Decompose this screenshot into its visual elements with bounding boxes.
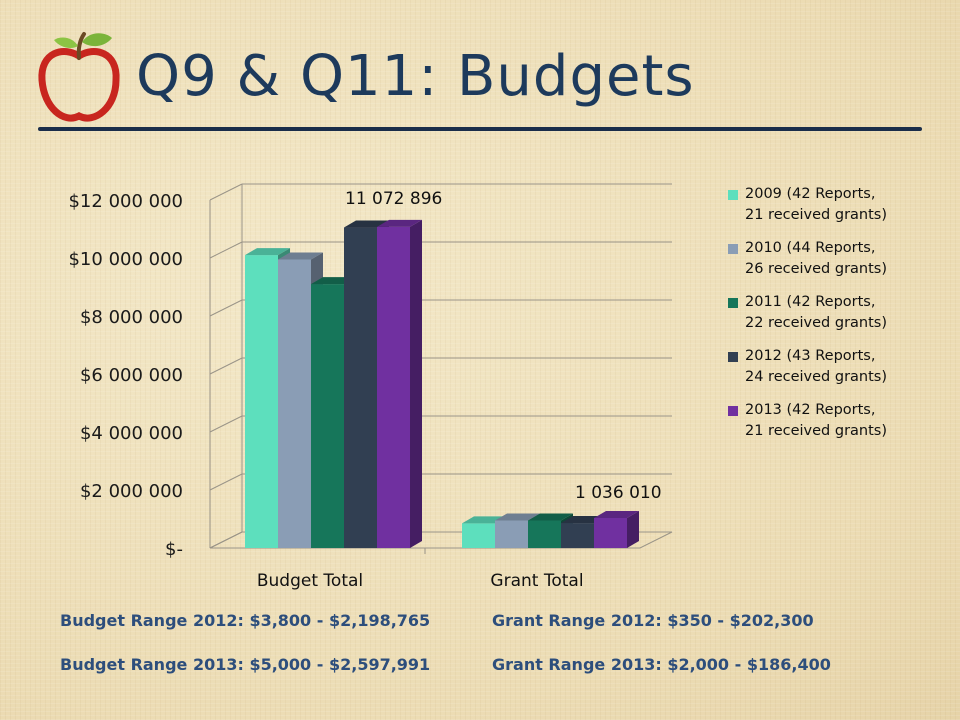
legend-item: 2012 (43 Reports, 24 received grants) [728,348,887,385]
bar-top [377,219,422,227]
y-tick-label: $- [165,539,183,560]
legend-label: 2013 (42 Reports, 21 received grants) [745,402,887,439]
bar-top [278,252,323,260]
bar-front [495,520,528,548]
bar-front [462,523,495,548]
legend-swatch [728,406,738,416]
bar-top [344,220,389,228]
y-tick-label: $10 000 000 [68,249,183,270]
gridline-side [209,241,243,259]
legend: 2009 (42 Reports, 21 received grants) 2010… [728,186,887,439]
bar-front [528,520,561,548]
legend-item: 2013 (42 Reports, 21 received grants) [728,402,887,439]
legend-swatch [728,298,738,308]
bar-side [410,219,422,548]
x-axis-labels: Budget Total Grant Total [257,571,584,591]
grant-range-2013-note: Grant Range 2013: $2,000 - $186,400 [492,655,831,674]
legend-label: 2010 (44 Reports, 26 received grants) [745,240,887,277]
y-tick-label: $12 000 000 [68,191,183,212]
apple-logo-icon [38,32,120,122]
budget-range-2013-note: Budget Range 2013: $5,000 - $2,597,991 [60,655,431,674]
y-tick-label: $2 000 000 [80,481,183,502]
bar-front [311,284,344,548]
bar-front [561,523,594,548]
bars [245,219,639,549]
bar-front [594,517,627,548]
gridline-side [209,183,243,201]
y-tick-label: $4 000 000 [80,423,183,444]
gridline-side [209,473,243,491]
bar-front [245,255,278,548]
legend-swatch [728,352,738,362]
gridline-side [209,299,243,317]
legend-swatch [728,190,738,200]
bar-top [245,248,290,256]
x-tick-label: Grant Total [490,571,583,591]
bar [594,510,639,548]
legend-label: 2011 (42 Reports, 22 received grants) [745,294,887,331]
bar [377,219,422,548]
x-tick-label: Budget Total [257,571,363,591]
legend-swatch [728,244,738,254]
gridline-side [209,415,243,433]
legend-item: 2009 (42 Reports, 21 received grants) [728,186,887,223]
bar-front [344,227,377,549]
bar-front [377,226,410,548]
bar-top [528,513,573,521]
page-title: Q9 & Q11: Budgets [136,44,695,109]
bar-top [594,510,639,518]
data-label: 1 036 010 [575,483,662,503]
gridline-side [209,357,243,375]
budget-range-2012-note: Budget Range 2012: $3,800 - $2,198,765 [60,611,431,630]
y-tick-label: $6 000 000 [80,365,183,386]
data-labels: 11 072 896 1 036 010 [345,189,662,503]
legend-item: 2010 (44 Reports, 26 received grants) [728,240,887,277]
y-tick-label: $8 000 000 [80,307,183,328]
bar-front [278,259,311,548]
legend-label: 2009 (42 Reports, 21 received grants) [745,186,887,223]
grant-range-2012-note: Grant Range 2012: $350 - $202,300 [492,611,814,630]
legend-item: 2011 (42 Reports, 22 received grants) [728,294,887,331]
bar-side [627,510,639,548]
title-divider [38,127,922,131]
data-label: 11 072 896 [345,189,442,209]
bar-top [495,513,540,521]
budget-chart: $- $2 000 000 $4 000 000 $6 000 000 $8 000 0… [68,183,887,591]
y-axis-labels: $- $2 000 000 $4 000 000 $6 000 000 $8 000 0… [68,191,183,560]
legend-label: 2012 (43 Reports, 24 received grants) [745,348,887,385]
